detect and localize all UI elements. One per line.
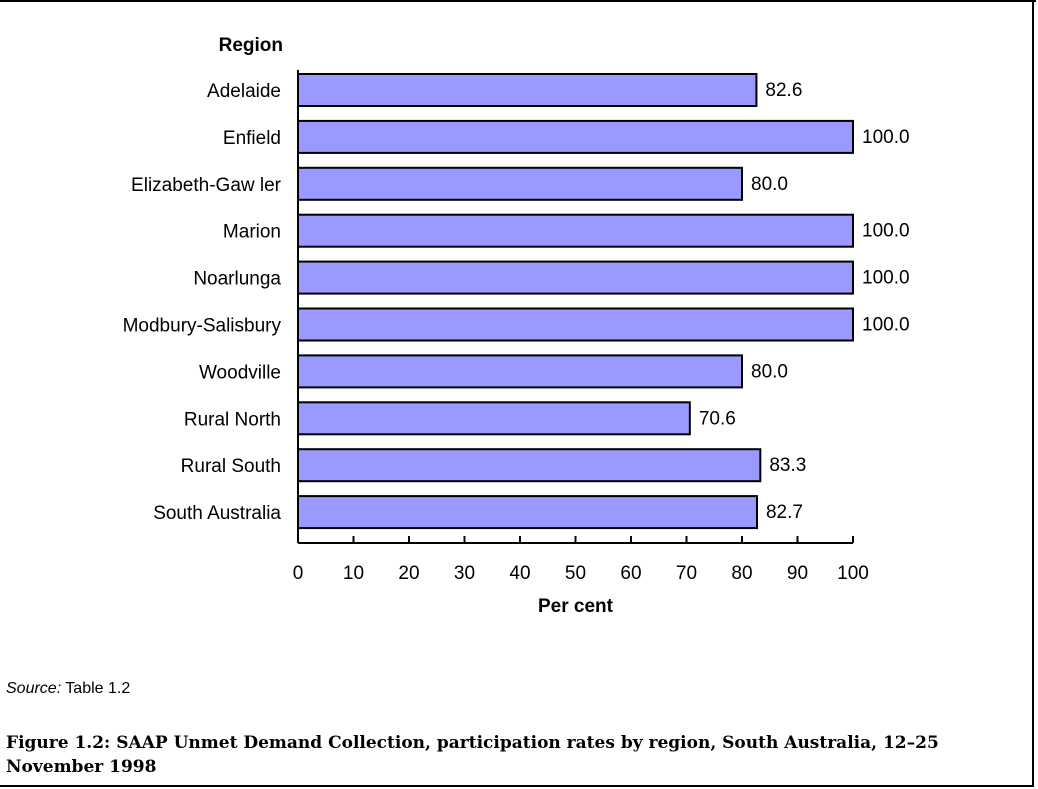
x-tick-label: 100 [837,563,869,584]
data-label: 80.0 [751,174,788,195]
category-label: Woodville [199,362,281,383]
bar-chart: Region Adelaide 82.6 Enfield 100.0 Elizabeth-… [123,35,910,617]
figure-caption: Figure 1.2: SAAP Unmet Demand Collection… [6,733,939,777]
x-tick-label: 30 [454,563,475,584]
data-label: 80.0 [751,361,788,382]
category-label: Noarlunga [193,269,281,290]
bar [297,73,758,107]
category-label: Marion [223,222,281,243]
x-tick-label: 0 [293,563,304,584]
bar [297,119,854,154]
bar [297,401,691,436]
x-tick-label: 50 [565,563,586,584]
data-label: 100.0 [862,221,910,242]
x-tick-label: 20 [398,563,419,584]
x-tick-label: 40 [509,563,530,584]
category-label: Modbury-Salisbury [123,316,282,337]
x-tick-label: 10 [343,563,364,584]
x-axis-title: Per cent [538,596,614,617]
x-tick-label: 70 [676,563,697,584]
source-label: Source: [6,680,62,697]
x-tick-label: 80 [731,563,752,584]
bar [297,448,762,483]
bar [297,354,743,389]
category-label: South Australia [153,503,281,524]
source-text: Table 1.2 [61,680,131,697]
bar [297,213,854,248]
category-label: Rural North [184,409,281,430]
data-label: 100.0 [862,127,910,148]
bar [297,166,743,201]
data-label: 82.7 [766,502,803,523]
data-label: 100.0 [862,268,910,289]
x-tick-label: 90 [787,563,808,584]
category-label: Enfield [223,128,281,149]
bar [297,260,854,295]
data-label: 83.3 [769,455,806,476]
x-tick-label: 60 [620,563,641,584]
data-label: 82.6 [765,80,802,101]
source-note: Source: Table 1.2 [6,680,130,698]
bar [297,495,758,530]
frame-top-border [0,0,1036,2]
category-label: Elizabeth-Gaw ler [131,175,282,196]
data-label: 100.0 [862,315,910,336]
y-axis-title: Region [219,35,283,56]
category-label: Rural South [181,456,281,477]
bar [297,307,854,342]
category-label: Adelaide [207,81,281,102]
data-label: 70.6 [699,408,736,429]
